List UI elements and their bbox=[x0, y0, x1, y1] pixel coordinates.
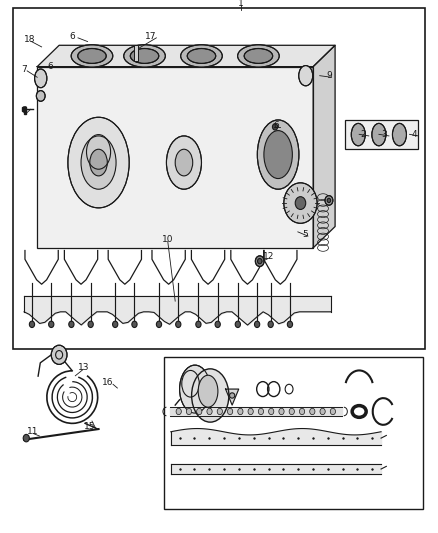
Circle shape bbox=[69, 321, 74, 327]
Text: 12: 12 bbox=[263, 253, 274, 261]
Circle shape bbox=[176, 408, 181, 415]
Text: 11: 11 bbox=[27, 427, 39, 436]
Text: 8: 8 bbox=[21, 107, 27, 115]
Text: 5: 5 bbox=[302, 230, 308, 239]
Text: 3: 3 bbox=[381, 130, 388, 139]
Bar bbox=[164, 357, 423, 509]
Circle shape bbox=[295, 197, 306, 209]
Circle shape bbox=[284, 183, 317, 223]
Text: 17: 17 bbox=[145, 32, 157, 41]
Ellipse shape bbox=[198, 375, 218, 407]
Ellipse shape bbox=[175, 149, 193, 176]
Ellipse shape bbox=[131, 49, 159, 63]
Polygon shape bbox=[170, 407, 342, 416]
Ellipse shape bbox=[36, 91, 45, 101]
Circle shape bbox=[235, 321, 240, 327]
Circle shape bbox=[272, 124, 278, 130]
Circle shape bbox=[227, 408, 233, 415]
Text: 6: 6 bbox=[47, 62, 53, 71]
Circle shape bbox=[300, 408, 305, 415]
Polygon shape bbox=[226, 389, 239, 405]
Ellipse shape bbox=[166, 136, 201, 189]
Ellipse shape bbox=[81, 136, 116, 189]
Polygon shape bbox=[171, 464, 381, 474]
Circle shape bbox=[215, 321, 220, 327]
Text: 7: 7 bbox=[21, 65, 27, 74]
Bar bbox=[134, 45, 138, 61]
Polygon shape bbox=[313, 45, 335, 248]
Circle shape bbox=[176, 321, 181, 327]
Ellipse shape bbox=[372, 124, 386, 146]
Circle shape bbox=[268, 321, 273, 327]
Circle shape bbox=[217, 408, 223, 415]
Circle shape bbox=[51, 345, 67, 365]
Text: 13: 13 bbox=[78, 364, 89, 372]
Text: 10: 10 bbox=[162, 236, 173, 244]
Text: 2: 2 bbox=[361, 130, 366, 139]
Circle shape bbox=[113, 321, 118, 327]
Text: 6: 6 bbox=[274, 121, 279, 130]
Ellipse shape bbox=[180, 365, 210, 413]
Bar bbox=[37, 67, 313, 248]
Circle shape bbox=[197, 408, 202, 415]
Circle shape bbox=[258, 408, 264, 415]
Ellipse shape bbox=[180, 45, 223, 67]
Text: 18: 18 bbox=[24, 36, 35, 44]
Text: 1: 1 bbox=[238, 0, 244, 8]
Text: 16: 16 bbox=[102, 378, 113, 387]
Ellipse shape bbox=[237, 45, 279, 67]
Ellipse shape bbox=[191, 369, 229, 422]
Circle shape bbox=[327, 198, 331, 203]
Ellipse shape bbox=[299, 66, 313, 86]
Circle shape bbox=[186, 408, 191, 415]
Ellipse shape bbox=[71, 45, 113, 67]
Circle shape bbox=[248, 408, 253, 415]
Ellipse shape bbox=[187, 49, 216, 63]
Ellipse shape bbox=[351, 124, 365, 146]
Polygon shape bbox=[37, 45, 335, 67]
Ellipse shape bbox=[244, 49, 272, 63]
Circle shape bbox=[196, 321, 201, 327]
Text: 4: 4 bbox=[411, 130, 417, 139]
Circle shape bbox=[287, 321, 293, 327]
Ellipse shape bbox=[124, 45, 166, 67]
Ellipse shape bbox=[264, 131, 293, 179]
Bar bbox=[13, 8, 425, 349]
Circle shape bbox=[132, 321, 137, 327]
Circle shape bbox=[325, 196, 333, 205]
Circle shape bbox=[23, 434, 29, 442]
Ellipse shape bbox=[392, 124, 406, 146]
Circle shape bbox=[310, 408, 315, 415]
Ellipse shape bbox=[257, 120, 299, 189]
Circle shape bbox=[238, 408, 243, 415]
Circle shape bbox=[320, 408, 325, 415]
Circle shape bbox=[88, 321, 93, 327]
Circle shape bbox=[29, 321, 35, 327]
Circle shape bbox=[279, 408, 284, 415]
Ellipse shape bbox=[90, 149, 107, 176]
Circle shape bbox=[289, 408, 294, 415]
Circle shape bbox=[254, 321, 260, 327]
Text: 6: 6 bbox=[69, 32, 75, 41]
Circle shape bbox=[330, 408, 336, 415]
Ellipse shape bbox=[230, 393, 235, 398]
Circle shape bbox=[255, 256, 264, 266]
Circle shape bbox=[207, 408, 212, 415]
Ellipse shape bbox=[78, 49, 106, 63]
Polygon shape bbox=[37, 67, 313, 248]
Text: 15: 15 bbox=[84, 422, 95, 431]
Circle shape bbox=[258, 259, 262, 264]
Circle shape bbox=[49, 321, 54, 327]
Ellipse shape bbox=[35, 69, 47, 87]
Circle shape bbox=[156, 321, 162, 327]
Circle shape bbox=[268, 408, 274, 415]
Text: 9: 9 bbox=[326, 71, 332, 80]
Ellipse shape bbox=[68, 117, 129, 208]
Bar bbox=[345, 120, 418, 149]
